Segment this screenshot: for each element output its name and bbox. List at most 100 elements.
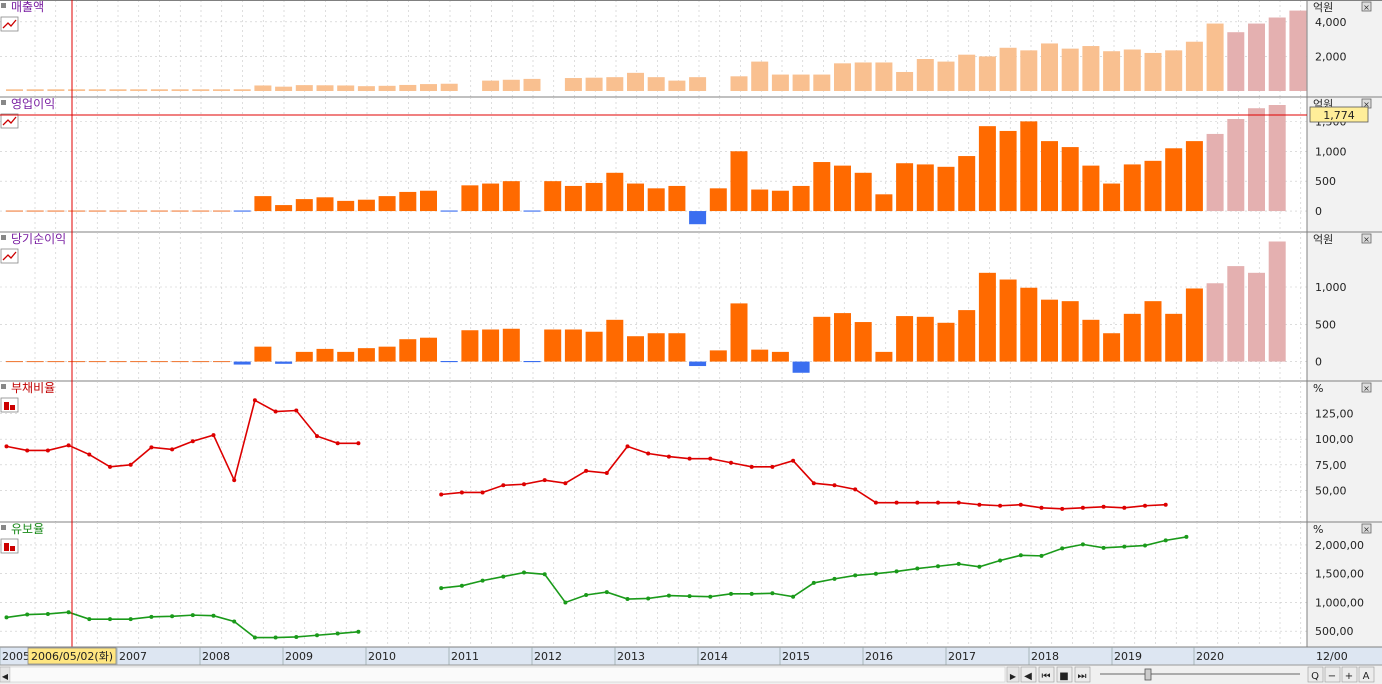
current-value-box [1309, 106, 1369, 123]
y-tick-label: 1,000 [1315, 145, 1347, 158]
data-bar [958, 54, 976, 91]
data-point [1143, 543, 1147, 548]
data-bar [337, 200, 355, 212]
series-line [6, 399, 359, 483]
close-icon[interactable]: × [1363, 100, 1370, 109]
data-bar [502, 181, 520, 212]
data-bar [1123, 164, 1141, 212]
data-bar [709, 350, 727, 362]
data-bar [958, 156, 976, 212]
toolbar-button[interactable] [1056, 666, 1073, 683]
close-icon[interactable]: × [1363, 3, 1370, 12]
zoom-slider-handle[interactable] [1144, 668, 1152, 681]
data-point [211, 613, 216, 618]
close-icon[interactable]: × [1363, 235, 1370, 244]
toolbar-button[interactable] [1341, 666, 1358, 683]
data-point [542, 478, 547, 483]
data-bar [896, 163, 914, 212]
data-bar [585, 182, 603, 212]
y-tick-label: 50,00 [1315, 484, 1347, 497]
data-bar [771, 190, 789, 212]
data-point [832, 576, 837, 581]
data-bar [337, 85, 355, 91]
data-bar [1268, 17, 1286, 92]
panel-title: 매출액 [11, 0, 44, 14]
close-icon[interactable]: × [1363, 384, 1370, 393]
data-point [584, 468, 589, 473]
toolbar-icon: ⏮ [1042, 671, 1051, 682]
x-tick-label: 2019 [1114, 650, 1142, 663]
data-point [1018, 502, 1023, 507]
y-axis-unit: 억원 [1313, 1, 1333, 14]
data-point [128, 617, 133, 622]
data-bar [627, 336, 644, 362]
data-bar [1061, 48, 1079, 91]
data-bar [1165, 50, 1183, 91]
y-tick-label: 0 [1315, 356, 1322, 369]
data-point [1163, 502, 1168, 507]
scroll-track[interactable] [9, 666, 1006, 683]
bar-chart-icon [10, 546, 15, 551]
data-point [604, 590, 609, 595]
toolbar-button[interactable] [1358, 666, 1375, 683]
data-point [4, 444, 9, 449]
panel-title: 당기순이익 [11, 232, 66, 246]
bar-chart-icon [4, 402, 9, 410]
data-bar [316, 85, 334, 91]
data-bar [751, 189, 769, 212]
data-point [563, 600, 568, 605]
data-bar [357, 348, 375, 362]
y-tick-label: 100,00 [1315, 433, 1354, 446]
data-bar [275, 361, 293, 364]
data-point [749, 464, 754, 469]
y-tick-label: 125,00 [1315, 408, 1354, 421]
data-point [542, 572, 547, 577]
data-point [915, 566, 920, 571]
data-bar [916, 316, 934, 362]
toolbar-button[interactable] [1324, 666, 1341, 683]
data-point [480, 578, 485, 583]
data-point [335, 441, 340, 446]
data-point [811, 481, 816, 486]
panel-close-button[interactable] [1361, 233, 1372, 244]
data-bar [399, 191, 417, 212]
x-tick-label: 2009 [285, 650, 313, 663]
data-point [1080, 542, 1085, 547]
chart-type-icon[interactable] [0, 397, 19, 413]
toolbar-button[interactable] [1074, 666, 1091, 683]
data-point [1122, 505, 1127, 510]
data-bar [88, 89, 106, 91]
toolbar-button[interactable] [1038, 666, 1055, 683]
data-bar [627, 72, 644, 91]
data-point [232, 619, 237, 624]
bar-chart-icon [4, 543, 9, 551]
data-bar [68, 89, 86, 91]
close-icon[interactable]: × [1363, 525, 1370, 534]
data-bar [1206, 133, 1224, 212]
toolbar-button[interactable] [1020, 666, 1037, 683]
crosshair-date-label: 2006/05/02(화) [31, 650, 113, 663]
panel-close-button[interactable] [1361, 382, 1372, 393]
scroll-right-button[interactable] [1006, 666, 1020, 683]
data-point [625, 597, 630, 602]
data-bar [896, 71, 914, 91]
data-bar [502, 79, 520, 91]
chart-type-icon[interactable] [0, 538, 19, 554]
data-point [315, 434, 319, 439]
data-point [522, 570, 526, 575]
panel-close-button[interactable] [1361, 523, 1372, 534]
data-bar [606, 172, 624, 212]
data-bar [1041, 141, 1058, 212]
toolbar-button[interactable] [1307, 666, 1324, 683]
data-bar [792, 74, 810, 91]
data-point [749, 591, 754, 596]
panel-close-button[interactable] [1361, 1, 1372, 12]
data-point [998, 558, 1003, 563]
x-tick-label: 2020 [1196, 650, 1224, 663]
data-bar [378, 196, 396, 212]
data-bar [916, 59, 934, 91]
data-point [4, 615, 9, 620]
data-bar [606, 319, 624, 362]
x-tick-label: 2014 [700, 650, 728, 663]
data-bar [1144, 301, 1162, 362]
